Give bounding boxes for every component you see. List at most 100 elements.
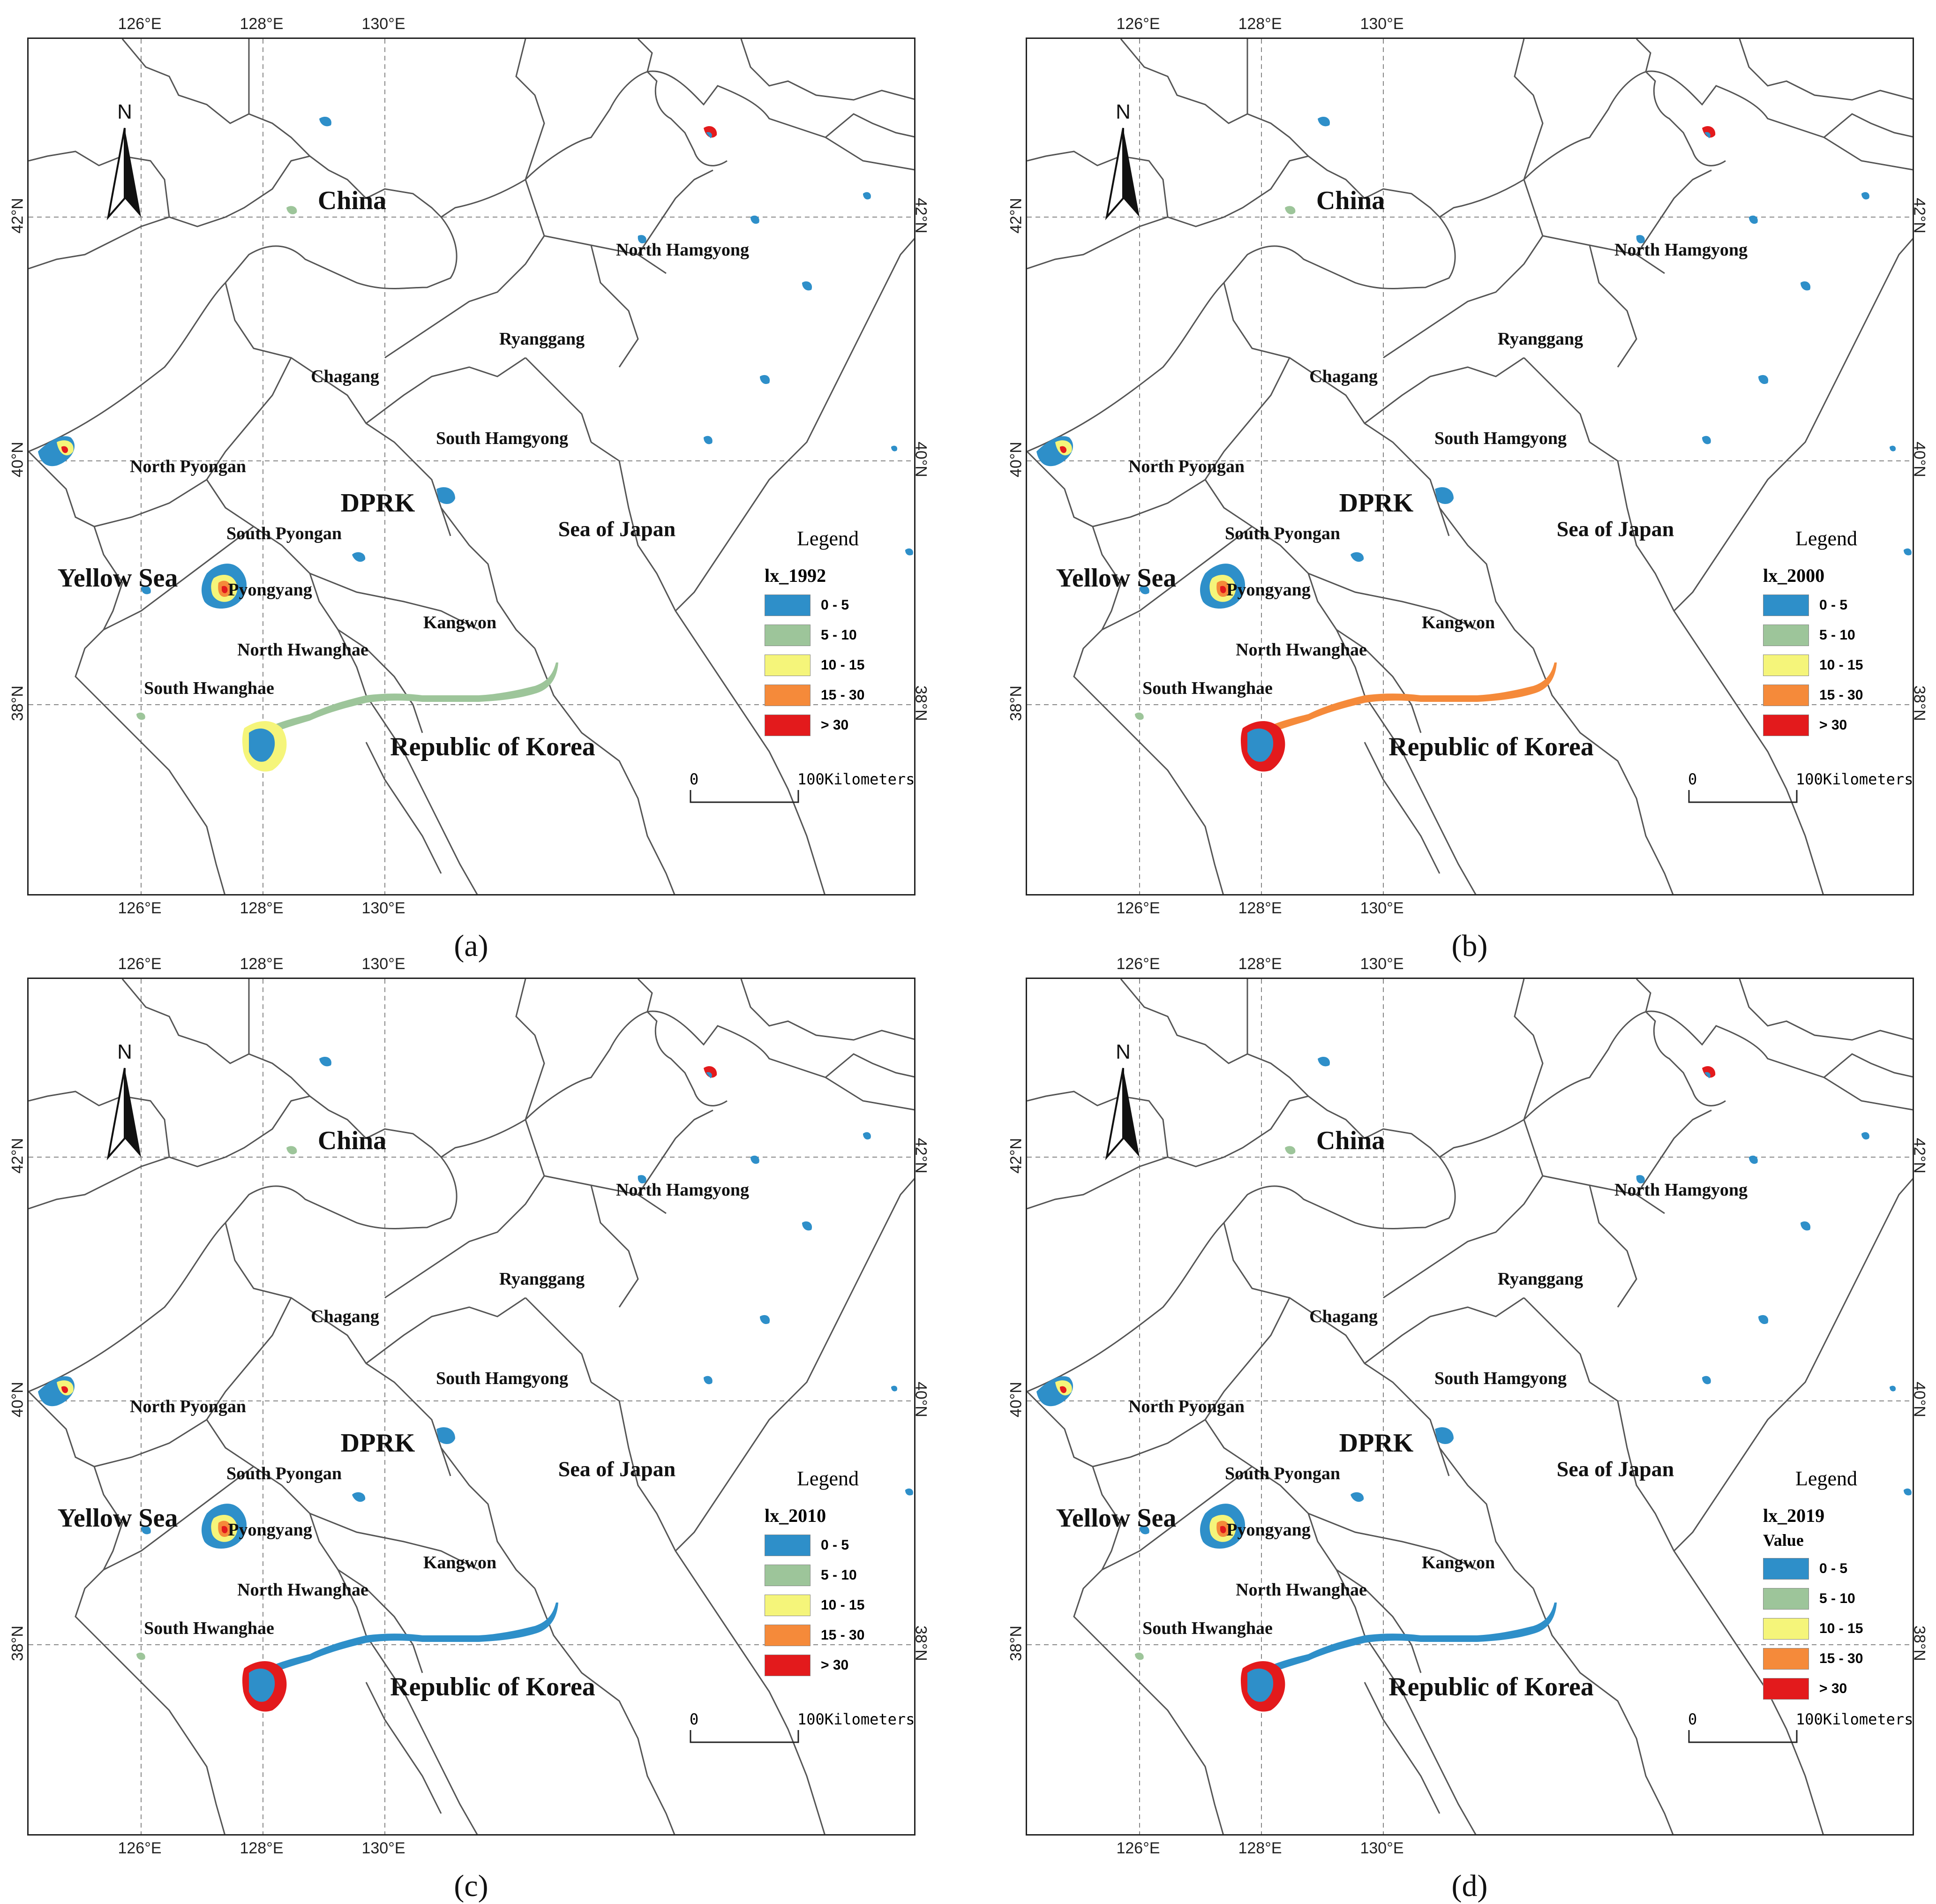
- label-sea-of-japan: Sea of Japan: [1556, 1457, 1674, 1481]
- north-arrow-icon: N: [1105, 100, 1140, 220]
- legend-rows: 0 - 5 5 - 10 10 - 15 15 - 30 > 30: [1763, 590, 1899, 740]
- axis-label-right: 42°N: [1910, 198, 1928, 233]
- axis-label-top: 128°E: [1238, 955, 1282, 973]
- legend-title: Legend: [797, 527, 859, 550]
- legend: Legend lx_2010 0 - 5 5 - 10 10 - 15 15 - 30…: [765, 1467, 900, 1680]
- scale-bar-line: [690, 790, 799, 803]
- label-north-hwanghae: North Hwanghae: [1236, 1580, 1367, 1600]
- label-pyongyang: Pyongyang: [1226, 580, 1311, 600]
- legend-field: lx_1992: [765, 565, 826, 586]
- label-ryanggang: Ryanggang: [499, 1269, 585, 1289]
- legend-item: 0 - 5: [765, 590, 900, 620]
- label-yellow-sea: Yellow Sea: [1056, 1504, 1177, 1533]
- label-south-hwanghae: South Hwanghae: [144, 678, 274, 698]
- label-chagang: Chagang: [311, 367, 379, 386]
- axis-label-bottom: 130°E: [1360, 899, 1404, 917]
- axis-label-left: 42°N: [8, 1138, 27, 1174]
- legend-label: 5 - 10: [821, 1567, 857, 1583]
- axis-label-bottom: 126°E: [1116, 1839, 1160, 1857]
- graticule: [29, 39, 914, 894]
- label-north-hamgyong: North Hamgyong: [1614, 1180, 1748, 1200]
- legend-label: 10 - 15: [1819, 1621, 1863, 1636]
- legend-item: 15 - 30: [1763, 680, 1899, 710]
- graticule: [1027, 979, 1913, 1834]
- legend-label: 10 - 15: [821, 657, 865, 673]
- svg-text:N: N: [117, 100, 132, 123]
- label-north-hamgyong: North Hamgyong: [616, 1180, 749, 1200]
- legend-subtitle: Value: [1763, 1531, 1804, 1550]
- legend-label: > 30: [821, 717, 849, 733]
- label-ryanggang: Ryanggang: [1497, 1269, 1583, 1289]
- boundaries: [1027, 979, 1913, 1834]
- axis-label-left: 42°N: [1007, 1138, 1025, 1174]
- legend-label: 15 - 30: [1819, 1651, 1863, 1666]
- label-kangwon: Kangwon: [423, 613, 497, 632]
- axis-label-top: 126°E: [118, 955, 162, 973]
- map-frame: N China DPRK Republic of Korea Yellow Se…: [27, 38, 915, 896]
- map-panel-b: N China DPRK Republic of Korea Yellow Se…: [1007, 15, 1928, 917]
- axis-label-bottom: 126°E: [118, 899, 162, 917]
- label-sea-of-japan: Sea of Japan: [1556, 517, 1674, 541]
- map-frame: N China DPRK Republic of Korea Yellow Se…: [1026, 38, 1914, 896]
- light-patches: [1036, 116, 1912, 772]
- axis-label-bottom: 126°E: [1116, 899, 1160, 917]
- label-south-pyongan: South Pyongan: [1224, 524, 1341, 543]
- legend-item: 0 - 5: [1763, 1554, 1899, 1584]
- label-sea-of-japan: Sea of Japan: [558, 517, 676, 541]
- boundaries: [29, 39, 914, 894]
- scale-start: 0: [1688, 1710, 1697, 1728]
- legend-swatch: [765, 655, 810, 676]
- label-north-hwanghae: North Hwanghae: [237, 1580, 368, 1600]
- legend-item: 10 - 15: [1763, 1614, 1899, 1644]
- legend-label: > 30: [821, 1657, 849, 1673]
- label-yellow-sea: Yellow Sea: [57, 564, 178, 593]
- legend-label: 5 - 10: [821, 627, 857, 643]
- label-north-hamgyong: North Hamgyong: [1614, 240, 1748, 260]
- boundaries: [1027, 39, 1913, 894]
- legend-label: 5 - 10: [1819, 627, 1855, 643]
- panel-caption: (d): [1451, 1869, 1488, 1903]
- legend-swatch: [765, 1565, 810, 1586]
- label-kangwon: Kangwon: [1421, 1553, 1495, 1573]
- legend-swatch: [765, 1655, 810, 1676]
- axis-label-right: 38°N: [912, 685, 930, 721]
- label-south-hwanghae: South Hwanghae: [144, 1618, 274, 1638]
- label-north-hwanghae: North Hwanghae: [1236, 640, 1367, 660]
- label-south-hamgyong: South Hamgyong: [436, 429, 568, 448]
- label-ryanggang: Ryanggang: [1497, 329, 1583, 349]
- legend-swatch: [765, 625, 810, 646]
- north-arrow-icon: N: [106, 100, 141, 220]
- label-chagang: Chagang: [1309, 367, 1378, 386]
- axis-label-left: 38°N: [8, 1626, 27, 1661]
- scale-bar: 0 100Kilometers: [1688, 1710, 1913, 1767]
- legend-item: > 30: [1763, 1674, 1899, 1704]
- legend-rows: 0 - 5 5 - 10 10 - 15 15 - 30 > 30: [765, 1530, 900, 1680]
- axis-label-top: 128°E: [240, 955, 284, 973]
- label-south-pyongan: South Pyongan: [226, 524, 342, 543]
- scale-bar: 0 100Kilometers: [690, 1710, 914, 1767]
- axis-label-left: 40°N: [1007, 442, 1025, 477]
- label-dprk: DPRK: [340, 1429, 415, 1458]
- axis-label-top: 126°E: [1116, 955, 1160, 973]
- legend-swatch: [765, 595, 810, 616]
- axis-label-left: 38°N: [8, 685, 27, 721]
- legend-title: Legend: [1795, 527, 1857, 550]
- axis-label-top: 130°E: [361, 955, 405, 973]
- legend-item: > 30: [765, 1650, 900, 1680]
- legend-label: 15 - 30: [1819, 687, 1863, 703]
- legend-field: lx_2019: [1763, 1505, 1825, 1526]
- legend-swatch: [1763, 1678, 1809, 1700]
- scale-bar: 0 100Kilometers: [690, 770, 914, 827]
- label-north-hamgyong: North Hamgyong: [616, 240, 749, 260]
- axis-label-bottom: 128°E: [1238, 1839, 1282, 1857]
- axis-label-top: 126°E: [1116, 15, 1160, 33]
- label-sea-of-japan: Sea of Japan: [558, 1457, 676, 1481]
- axis-label-top: 130°E: [1360, 15, 1404, 33]
- legend-field: lx_2000: [1763, 565, 1825, 586]
- label-yellow-sea: Yellow Sea: [1056, 564, 1177, 593]
- map-panel-d: N China DPRK Republic of Korea Yellow Se…: [1007, 955, 1928, 1857]
- axis-label-bottom: 128°E: [1238, 899, 1282, 917]
- map-canvas: [1027, 979, 1913, 1834]
- scale-end: 100Kilometers: [797, 1710, 915, 1728]
- label-ryanggang: Ryanggang: [499, 329, 585, 349]
